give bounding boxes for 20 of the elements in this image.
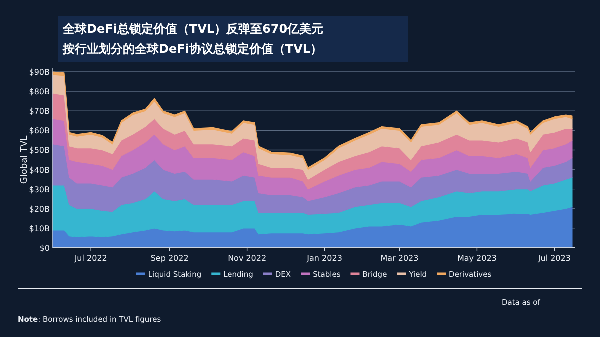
x-tick-label: Nov 2022 [228, 254, 267, 263]
y-tick-label: $40B [29, 166, 50, 175]
x-tick-label: Jul 2022 [74, 254, 108, 263]
y-tick-label: $70B [29, 107, 50, 116]
y-axis-title: Global TVL [20, 136, 30, 184]
y-tick-label: $60B [29, 126, 50, 136]
x-tick-label: Jan 2023 [306, 254, 342, 263]
y-tick-label: $10B [29, 224, 50, 234]
x-tick-label: Jul 2023 [537, 254, 571, 263]
chart-title: 全球DeFi总锁定价值（TVL）反弹至670亿美元 [62, 22, 324, 36]
x-tick-label: May 2023 [457, 254, 497, 263]
y-tick-label: $90B [29, 68, 50, 77]
x-tick-label: Mar 2023 [380, 254, 419, 263]
x-tick-label: Sep 2022 [150, 254, 189, 263]
y-tick-label: $30B [29, 185, 50, 194]
chart-subtitle: 按行业划分的全球DeFi协议总锁定价值（TVL） [62, 42, 323, 56]
y-tick-label: $20B [29, 204, 50, 214]
y-tick-label: $80B [29, 88, 50, 97]
y-tick-label: $0 [40, 244, 50, 253]
y-tick-label: $50B [29, 146, 50, 156]
